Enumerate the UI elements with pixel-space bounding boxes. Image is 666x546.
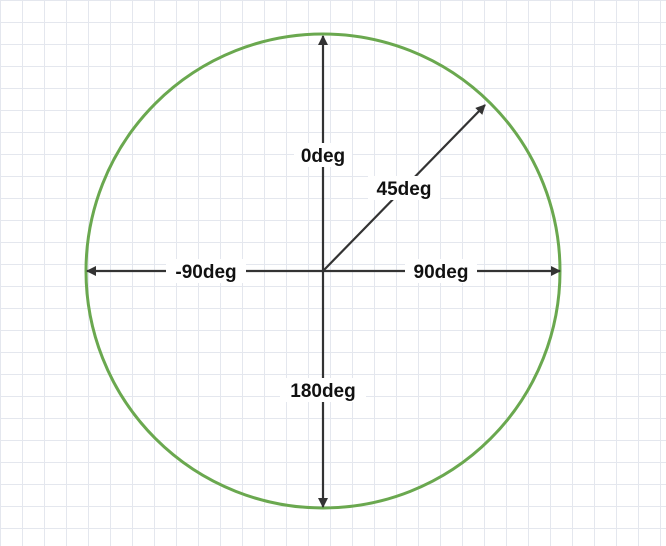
label-45deg: 45deg — [377, 179, 432, 200]
label-90deg: 90deg — [414, 262, 469, 283]
label-0deg: 0deg — [301, 146, 345, 167]
label-180deg: 180deg — [290, 381, 355, 402]
label-minus90deg: -90deg — [175, 262, 236, 283]
